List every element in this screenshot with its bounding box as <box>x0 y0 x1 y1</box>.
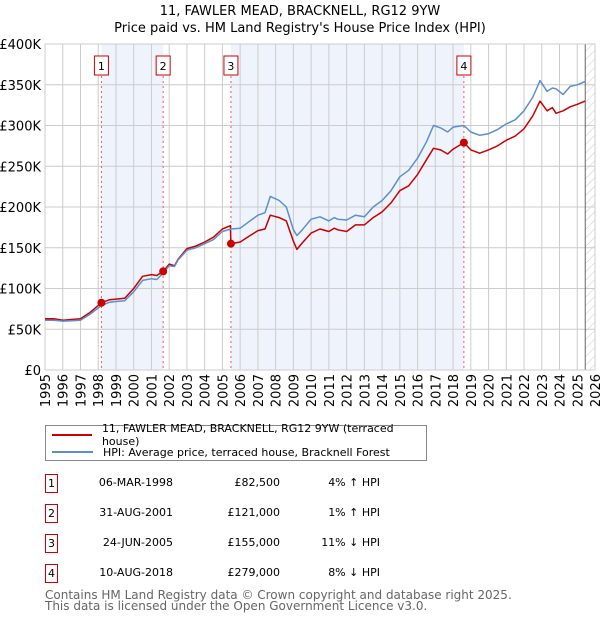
sale-marker-box <box>155 55 171 76</box>
transaction-price: £155,000 <box>227 536 281 549</box>
sale-marker-label: 2 <box>160 60 167 73</box>
y-tick-label: £0 <box>24 364 41 379</box>
transaction-marker: 2 <box>45 504 58 523</box>
transaction-marker: 1 <box>45 474 58 493</box>
transaction-hpi-diff: 1% ↑ HPI <box>328 506 380 519</box>
transaction-row: 1 06-MAR-1998 £82,500 4% ↑ HPI <box>45 474 405 494</box>
chart-title: 11, FAWLER MEAD, BRACKNELL, RG12 9YW <box>159 4 441 19</box>
transaction-row: 2 31-AUG-2001 £121,000 1% ↑ HPI <box>45 504 405 524</box>
x-tick-label: 2004 <box>199 374 214 407</box>
y-tick-label: £150K <box>0 242 41 257</box>
legend-item-property: 11, FAWLER MEAD, BRACKNELL, RG12 9YW (te… <box>52 422 426 448</box>
x-tick-label: 2000 <box>128 374 143 407</box>
transaction-marker: 4 <box>45 564 58 583</box>
series-line-property <box>45 100 586 322</box>
sale-marker-box <box>223 55 239 76</box>
sale-marker-box <box>456 55 472 76</box>
x-tick-label: 2025 <box>571 374 586 407</box>
chart-subtitle: Price paid vs. HM Land Registry's House … <box>114 21 486 36</box>
x-tick-label: 1998 <box>92 374 107 407</box>
transaction-marker: 3 <box>45 534 58 553</box>
legend-swatch-hpi <box>52 451 93 453</box>
x-tick-label: 2020 <box>483 374 498 407</box>
x-tick-label: 2013 <box>358 374 373 407</box>
y-tick-label: £50K <box>8 323 42 338</box>
sale-marker-box <box>93 55 109 76</box>
transaction-hpi-diff: 4% ↑ HPI <box>328 476 380 489</box>
series-line-hpi <box>45 79 586 322</box>
x-tick-label: 2021 <box>500 374 515 407</box>
x-tick-label: 2024 <box>554 374 569 407</box>
y-tick-label: £250K <box>0 160 41 175</box>
y-tick-label: £200K <box>0 201 41 216</box>
x-tick-label: 2001 <box>145 374 160 407</box>
transaction-date: 31-AUG-2001 <box>99 506 173 519</box>
y-tick-label: £100K <box>0 283 41 298</box>
legend-label-hpi: HPI: Average price, terraced house, Brac… <box>103 445 390 459</box>
legend-label-property: 11, FAWLER MEAD, BRACKNELL, RG12 9YW (te… <box>101 422 394 448</box>
x-tick-label: 2011 <box>323 374 338 407</box>
sale-marker-label: 1 <box>98 60 105 73</box>
x-tick-label: 1996 <box>57 374 72 407</box>
transaction-date: 10-AUG-2018 <box>99 566 173 579</box>
x-tick-label: 2009 <box>287 374 302 407</box>
transaction-row: 4 10-AUG-2018 £279,000 8% ↓ HPI <box>45 564 405 584</box>
legend-item-hpi: HPI: Average price, terraced house, Brac… <box>52 444 390 460</box>
x-tick-label: 2019 <box>465 374 480 407</box>
transaction-hpi-diff: 11% ↓ HPI <box>321 536 380 549</box>
sale-point <box>97 298 106 307</box>
sale-point <box>159 267 168 276</box>
transaction-date: 24-JUN-2005 <box>102 536 173 549</box>
transaction-hpi-diff: 8% ↓ HPI <box>328 566 380 579</box>
x-tick-label: 2015 <box>394 374 409 407</box>
y-tick-label: £400K <box>0 38 41 53</box>
transaction-row: 3 24-JUN-2005 £155,000 11% ↓ HPI <box>45 534 405 554</box>
x-tick-label: 2026 <box>589 374 600 407</box>
chart-legend: 11, FAWLER MEAD, BRACKNELL, RG12 9YW (te… <box>45 422 427 461</box>
x-tick-label: 2008 <box>270 374 285 407</box>
x-tick-label: 2014 <box>376 374 391 407</box>
x-tick-label: 2007 <box>252 374 267 407</box>
x-tick-label: 1995 <box>39 374 54 407</box>
x-tick-label: 2003 <box>181 374 196 407</box>
y-tick-label: £300K <box>0 120 41 135</box>
sale-marker-label: 4 <box>460 60 467 73</box>
plot-border <box>44 43 596 371</box>
transaction-date: 06-MAR-1998 <box>98 476 173 489</box>
x-tick-label: 2005 <box>216 374 231 407</box>
x-tick-label: 2017 <box>429 374 444 407</box>
x-tick-label: 2016 <box>412 374 427 407</box>
x-tick-label: 2010 <box>305 374 320 407</box>
x-tick-label: 2006 <box>234 374 249 407</box>
x-tick-label: 2023 <box>536 374 551 407</box>
transaction-price: £82,500 <box>234 476 281 489</box>
footer-licence: This data is licensed under the Open Gov… <box>45 599 428 613</box>
sale-marker-label: 3 <box>227 60 234 73</box>
price-chart: £0 £50K £100K £150K £200K £250K £300K £350K £400… <box>0 38 600 407</box>
x-tick-label: 1999 <box>110 374 125 407</box>
x-tick-label: 2012 <box>341 374 356 407</box>
x-tick-label: 2002 <box>163 374 178 407</box>
sale-point <box>459 138 468 147</box>
legend-swatch-property <box>52 434 92 436</box>
sale-point <box>226 239 235 248</box>
y-tick-label: £350K <box>0 79 41 94</box>
transaction-price: £279,000 <box>227 566 281 579</box>
x-tick-label: 2022 <box>518 374 533 407</box>
x-tick-label: 2018 <box>447 374 462 407</box>
x-tick-label: 1997 <box>74 374 89 407</box>
transaction-price: £121,000 <box>227 506 281 519</box>
footer-copyright: Contains HM Land Registry data © Crown c… <box>45 588 512 602</box>
